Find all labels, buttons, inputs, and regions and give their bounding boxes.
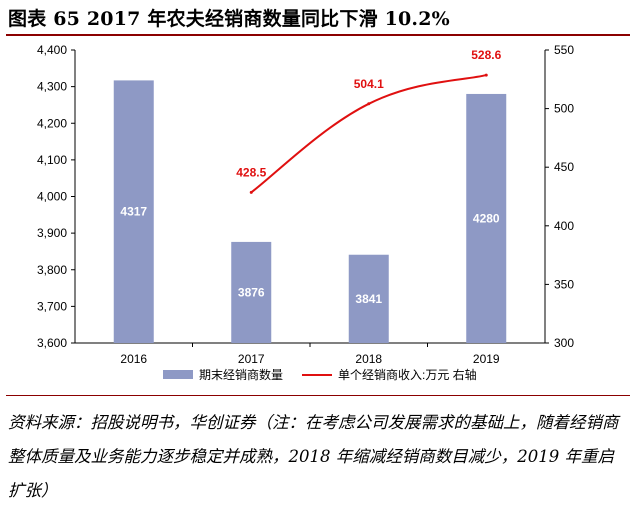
- left-tick-label: 4,300: [37, 80, 67, 94]
- left-tick-label: 4,200: [37, 116, 67, 130]
- line-value-label: 428.5: [236, 165, 266, 179]
- legend-label-line: 单个经销商收入:万元 右轴: [338, 367, 477, 382]
- line-point: [367, 102, 371, 106]
- title-divider: [6, 34, 630, 36]
- bar: [348, 254, 389, 343]
- x-tick-label: 2019: [473, 352, 500, 366]
- right-tick-label: 400: [554, 219, 574, 233]
- left-tick-label: 4,400: [37, 43, 67, 57]
- line-value-label: 504.1: [354, 77, 384, 91]
- series-line: [250, 74, 487, 194]
- bar-value-label: 3876: [238, 285, 265, 299]
- bar-value-label: 3841: [355, 292, 382, 306]
- right-tick-label: 300: [554, 336, 574, 350]
- left-tick-label: 3,700: [37, 299, 67, 313]
- line-value-label: 528.6: [471, 48, 501, 62]
- bar: [231, 241, 272, 343]
- left-tick-label: 4,000: [37, 190, 67, 204]
- bar-value-label: 4317: [120, 205, 147, 219]
- bar-value-label: 4280: [473, 211, 500, 225]
- legend-label-bar: 期末经销商数量: [199, 367, 283, 382]
- bar: [113, 80, 154, 344]
- left-tick-label: 3,800: [37, 263, 67, 277]
- source-note: 资料来源：招股说明书，华创证券（注：在考虑公司发展需求的基础上，随着经销商整体质…: [8, 413, 619, 500]
- figure-title: 图表 65 2017 年农夫经销商数量同比下滑 10.2%: [8, 8, 450, 30]
- line-point: [484, 73, 488, 77]
- source-divider: [6, 395, 630, 396]
- right-tick-label: 500: [554, 102, 574, 116]
- left-tick-label: 3,900: [37, 226, 67, 240]
- x-tick-label: 2018: [355, 352, 382, 366]
- right-tick-label: 350: [554, 277, 574, 291]
- right-tick-label: 450: [554, 160, 574, 174]
- line-point: [249, 190, 253, 194]
- right-tick-label: 550: [554, 43, 574, 57]
- x-tick-label: 2017: [238, 352, 265, 366]
- bar: [466, 93, 507, 343]
- chart: 3,600 3,700 3,800 3,900 4,000 4,100 4,200 4,300…: [37, 43, 574, 382]
- legend-swatch-bar: [163, 370, 193, 379]
- left-tick-label: 4,100: [37, 153, 67, 167]
- x-tick-label: 2016: [120, 352, 147, 366]
- left-tick-label: 3,600: [37, 336, 67, 350]
